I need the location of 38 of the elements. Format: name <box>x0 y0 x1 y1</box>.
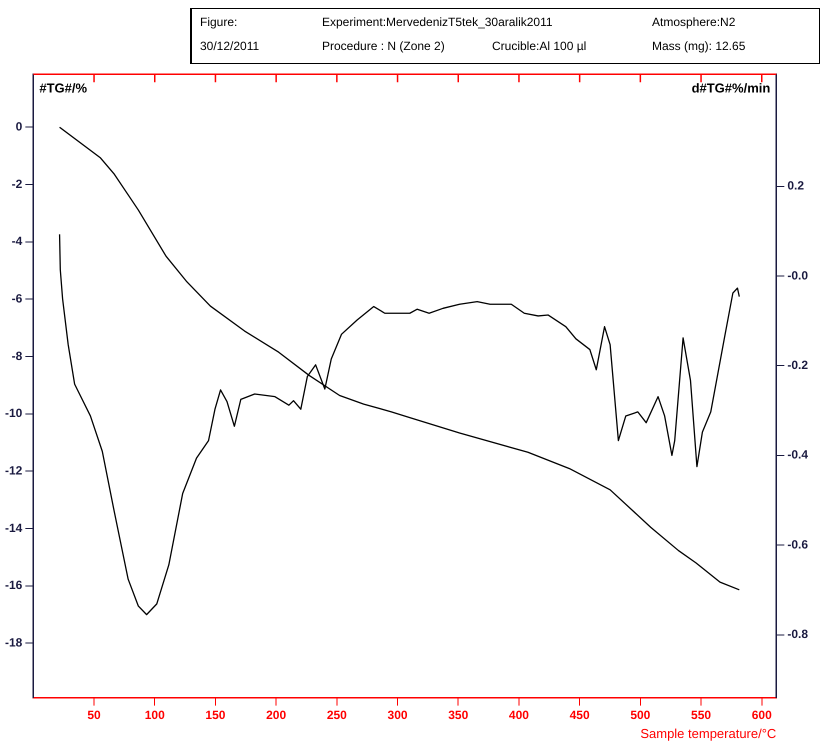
x-tick-label: 100 <box>144 708 166 722</box>
y2-tick-label: -0.6 <box>787 537 808 552</box>
y2-tick-label: -0.2 <box>787 358 808 372</box>
y-tick-label: -10 <box>5 406 23 420</box>
x-tick-label: 50 <box>87 708 102 722</box>
x-tick-label: 350 <box>448 708 469 722</box>
x-tick-label: 250 <box>326 708 348 722</box>
x-tick-label: 550 <box>691 708 712 722</box>
y-axis-title: #TG#/% <box>39 80 88 96</box>
x-tick-label: 150 <box>205 708 226 722</box>
x-tick-label: 500 <box>630 708 651 722</box>
y2-tick-label: 0.2 <box>787 178 804 193</box>
x-tick-label: 400 <box>508 708 530 722</box>
y-tick-label: -16 <box>5 578 23 592</box>
text: Mass (mg): 12.65 <box>652 39 746 53</box>
y-tick-label: -12 <box>5 463 23 478</box>
y-tick-label: -8 <box>12 348 23 363</box>
y-tick-label: -4 <box>12 234 23 248</box>
text: Crucible:Al 100 µl <box>492 39 586 53</box>
y-tick-label: -18 <box>5 635 23 650</box>
y-tick-label: -2 <box>12 176 23 191</box>
text: Atmosphere:N2 <box>652 15 736 29</box>
x-tick-label: 600 <box>752 708 772 722</box>
y-tick-label: -6 <box>12 292 23 306</box>
x-tick-label: 300 <box>388 708 408 722</box>
y2-axis-title: d#TG#%/min <box>692 80 770 96</box>
y-tick-label: -14 <box>5 520 23 535</box>
x-axis-title: Sample temperature/°C <box>640 726 776 742</box>
y2-tick-label: -0.0 <box>787 268 808 282</box>
y-tick-label: 0 <box>16 120 23 134</box>
x-tick-label: 450 <box>570 708 590 722</box>
text: Figure: <box>200 15 238 29</box>
y2-tick-label: -0.4 <box>787 448 808 462</box>
x-tick-label: 200 <box>266 708 286 722</box>
y2-tick-label: -0.8 <box>787 627 808 642</box>
text: 30/12/2011 <box>200 39 260 53</box>
text: Procedure : N (Zone 2) <box>322 39 445 53</box>
text: Experiment:MervedenizT5tek_30aralik2011 <box>322 15 553 29</box>
